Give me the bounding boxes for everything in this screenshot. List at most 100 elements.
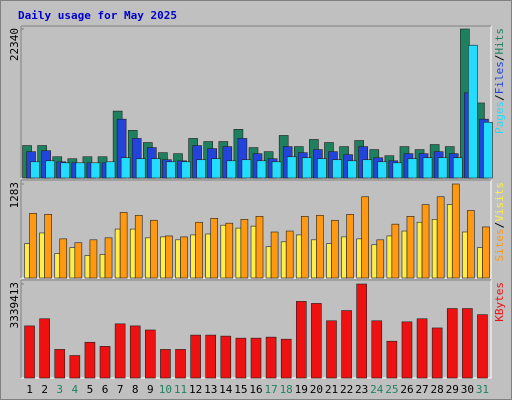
x-tick-label: 28 [431, 383, 444, 396]
bar [145, 237, 151, 279]
bar [446, 204, 453, 279]
bar [84, 255, 91, 279]
bar [211, 158, 222, 179]
bar [226, 160, 237, 179]
x-tick-label: 13 [204, 383, 217, 396]
bar [29, 213, 37, 279]
bar [165, 235, 173, 279]
bar [356, 238, 362, 279]
bar [114, 228, 121, 279]
bar [105, 161, 116, 179]
bar [69, 247, 76, 279]
bar [205, 233, 212, 279]
bar [361, 196, 369, 279]
bar [416, 318, 428, 379]
bar [392, 162, 403, 179]
bar [462, 231, 468, 279]
bar [407, 158, 418, 179]
bar [280, 338, 292, 379]
bar [406, 216, 415, 279]
bar [377, 161, 388, 179]
legend-entry: Sites [493, 228, 506, 261]
y-tick-label: 22340 [8, 28, 21, 61]
bar [235, 227, 242, 279]
bar [300, 216, 309, 279]
x-tick-label: 14 [219, 383, 233, 396]
y-tick-label: 3339413 [8, 282, 21, 328]
x-tick-label: 9 [147, 383, 154, 396]
x-tick-label: 6 [102, 383, 109, 396]
bar [24, 325, 35, 379]
bar [114, 323, 126, 379]
legend-separator: / [493, 94, 506, 101]
bar [270, 231, 279, 279]
bar [371, 320, 383, 379]
bar [265, 336, 277, 379]
bar [301, 157, 312, 179]
bar [99, 346, 111, 379]
bar [317, 158, 327, 179]
bar [331, 219, 339, 279]
bar [225, 222, 234, 279]
bar [134, 215, 143, 279]
bar [24, 243, 30, 279]
bar [250, 337, 262, 379]
bar [180, 236, 188, 279]
bar [240, 219, 249, 279]
bar [54, 253, 61, 279]
bar [346, 214, 354, 279]
bar [205, 334, 217, 379]
legend: KBytes [493, 282, 506, 322]
x-tick-label: 23 [355, 383, 368, 396]
bar [326, 243, 332, 279]
legend-separator: / [493, 55, 506, 62]
bar [482, 226, 490, 279]
x-tick-label: 2 [41, 383, 48, 396]
y-tick-label: 1283 [8, 182, 21, 209]
x-tick-label: 15 [234, 383, 247, 396]
bar [195, 221, 203, 279]
bar [326, 320, 337, 379]
bar [311, 303, 322, 379]
bar [436, 196, 445, 279]
bar [181, 161, 191, 179]
bar [89, 239, 98, 279]
bar [416, 221, 423, 279]
x-tick-label: 26 [400, 383, 413, 396]
bar [401, 230, 408, 279]
bar [196, 159, 206, 179]
x-tick-label: 25 [385, 383, 398, 396]
x-tick-label: 16 [249, 383, 262, 396]
bar [371, 244, 378, 279]
bar [151, 158, 161, 179]
legend-separator: / [493, 222, 506, 229]
bar [286, 156, 297, 179]
x-tick-label: 7 [117, 383, 124, 396]
x-tick-label: 3 [56, 383, 63, 396]
bar [256, 160, 267, 179]
x-tick-label: 30 [461, 383, 474, 396]
bar [422, 157, 433, 179]
bar [160, 349, 171, 379]
bar [45, 160, 55, 179]
legend: Pages/Files/Hits [493, 28, 506, 134]
bar [54, 349, 66, 379]
bar [69, 355, 81, 379]
bar [362, 159, 372, 179]
bar [220, 335, 232, 379]
bar [59, 238, 68, 279]
bar [295, 301, 307, 379]
bar [150, 219, 158, 279]
bar [347, 160, 357, 179]
x-tick-label: 5 [87, 383, 94, 396]
bar [44, 214, 52, 279]
bar [332, 159, 342, 179]
bar [129, 325, 141, 379]
bar [120, 157, 131, 179]
bar [271, 161, 282, 179]
bar [285, 230, 294, 279]
bar [477, 314, 488, 379]
x-tick-label: 21 [325, 383, 338, 396]
bar [446, 308, 458, 379]
bar [462, 308, 473, 379]
